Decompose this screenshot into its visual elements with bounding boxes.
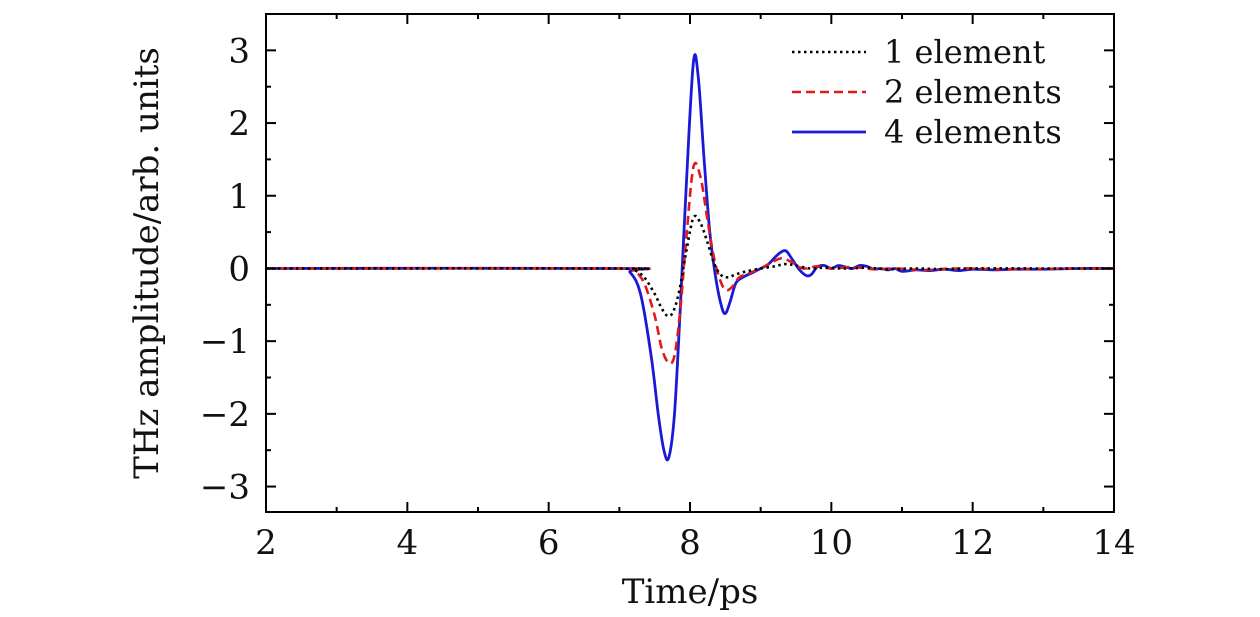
x-tick-label: 6 bbox=[538, 523, 560, 563]
series-line-2-elements bbox=[265, 161, 1115, 365]
series-line-1-element bbox=[265, 214, 1114, 318]
x-tick-label: 4 bbox=[397, 523, 419, 563]
legend-label: 4 elements bbox=[884, 113, 1062, 151]
y-axis-label: THz amplitude/arb. units bbox=[127, 47, 167, 479]
x-tick-label: 10 bbox=[810, 523, 853, 563]
legend-label: 1 element bbox=[884, 33, 1046, 71]
legend-label: 2 elements bbox=[884, 73, 1062, 111]
x-tick-label: 14 bbox=[1092, 523, 1135, 563]
x-axis-label: Time/ps bbox=[622, 572, 759, 612]
x-tick-label: 2 bbox=[255, 523, 277, 563]
y-tick-label: 3 bbox=[228, 31, 250, 71]
x-tick-label: 12 bbox=[951, 523, 994, 563]
y-tick-label: 2 bbox=[228, 104, 250, 144]
series-layer bbox=[265, 53, 1115, 462]
y-tick-label: −1 bbox=[200, 322, 250, 362]
x-tick-label: 8 bbox=[679, 523, 701, 563]
y-tick-label: 0 bbox=[228, 249, 250, 289]
y-tick-label: −2 bbox=[200, 395, 250, 435]
y-tick-label: −3 bbox=[200, 468, 250, 508]
y-tick-label: 1 bbox=[228, 177, 250, 217]
